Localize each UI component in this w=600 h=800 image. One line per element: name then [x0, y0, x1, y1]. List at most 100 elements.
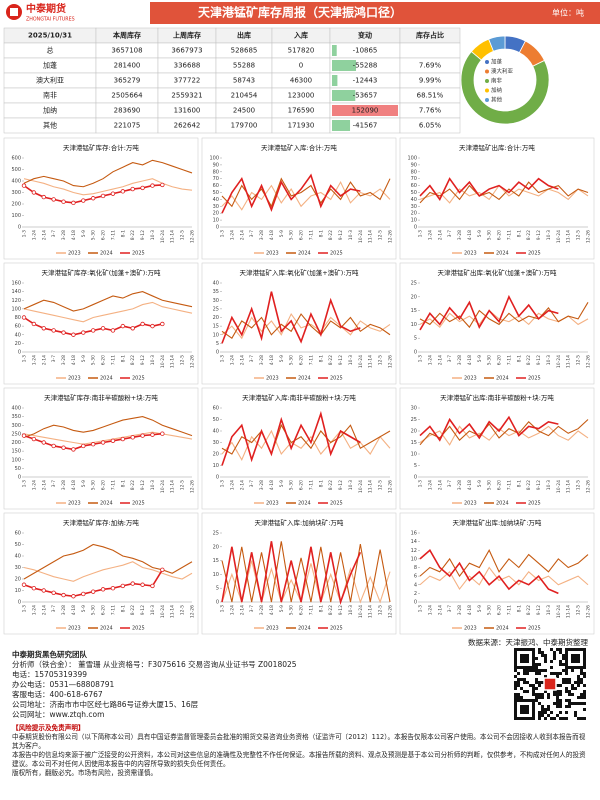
y-tick-label: 40: [213, 281, 219, 287]
table-header: 入库: [293, 31, 308, 40]
legend-label: 2023: [464, 251, 477, 257]
x-tick-label: 12-26: [190, 605, 196, 618]
x-tick-label: 3-7: [51, 230, 57, 237]
qr-module: [535, 672, 538, 675]
contact-block: 中泰期货黑色研究团队 分析师（铁合金）： 董雪珊 从业资格号：F3075616 …: [12, 650, 502, 720]
qr-module: [514, 687, 517, 690]
x-tick-label: 12-5: [576, 355, 582, 365]
disclaimer-paragraph: 中泰期货股份有限公司（以下简称本公司）具有中国证券监督管理委员会批准的期货交易咨…: [12, 733, 586, 750]
x-tick-label: 12-5: [378, 605, 384, 615]
y-tick-label: 0: [18, 225, 21, 231]
series-marker: [110, 438, 116, 443]
series-marker: [61, 330, 66, 335]
series-marker: [31, 190, 37, 195]
x-tick-label: 8-1: [318, 480, 324, 487]
x-tick-label: 5-9: [279, 355, 285, 362]
series-marker: [130, 326, 135, 331]
qr-module: [547, 696, 550, 699]
qr-module: [568, 681, 571, 684]
x-tick-label: 10-3: [150, 605, 156, 615]
series-marker: [41, 588, 46, 593]
series-line: [23, 561, 193, 582]
qr-module: [577, 678, 580, 681]
x-tick-label: 11-14: [170, 480, 176, 493]
series-marker: [21, 582, 27, 587]
series-marker: [150, 583, 155, 589]
qr-module: [571, 687, 574, 690]
x-tick-label: 11-14: [368, 355, 374, 368]
x-tick-label: 1-3: [418, 605, 424, 612]
series-marker: [81, 443, 86, 449]
table-cell-text: 365279: [114, 77, 141, 85]
x-tick-label: 4-18: [71, 355, 77, 365]
table-header: 库存占比: [416, 31, 444, 40]
table-header: 本周库存: [112, 31, 141, 40]
report-graphics: 中泰期货 ZHONGTAI FUTURES 天津港锰矿库存周报（天津振鸿口径） …: [3, 2, 600, 635]
x-tick-label: 8-22: [526, 605, 532, 615]
y-tick-label: 40: [213, 197, 219, 203]
qr-module: [538, 651, 541, 654]
x-tick-label: 3-7: [249, 355, 255, 362]
x-tick-label: 2-14: [239, 480, 245, 490]
change-bar: [332, 105, 398, 116]
chart-panel: [399, 387, 595, 510]
x-tick-label: 10-3: [546, 355, 552, 365]
x-tick-label: 3-28: [259, 480, 265, 490]
series-marker: [61, 592, 66, 598]
y-tick-label: 20: [411, 294, 417, 300]
y-tick-label: 0: [414, 475, 417, 481]
x-tick-label: 3-28: [259, 355, 265, 365]
y-tick-label: 4: [414, 582, 417, 588]
qr-module: [568, 693, 571, 696]
y-tick-label: 35: [213, 289, 219, 295]
qr-module: [544, 669, 547, 672]
qr-module: [568, 678, 571, 681]
series-marker: [21, 315, 27, 320]
x-tick-label: 6-20: [101, 230, 107, 240]
qr-module: [553, 690, 556, 693]
qr-module: [556, 675, 559, 678]
y-tick-label: 20: [411, 429, 417, 435]
qr-logo: [543, 677, 557, 691]
legend-label: 2025: [132, 251, 145, 257]
x-tick-label: 1-3: [22, 355, 28, 362]
x-tick-label: 2-14: [239, 355, 245, 365]
x-tick-label: 3-7: [447, 480, 453, 487]
x-tick-label: 3-7: [447, 355, 453, 362]
y-tick-label: 10: [213, 463, 219, 469]
series-marker: [71, 447, 76, 452]
x-tick-label: 10-24: [160, 355, 166, 368]
qr-module: [574, 702, 577, 705]
qr-module: [538, 648, 541, 651]
qr-module: [532, 693, 535, 696]
y-tick-label: 160: [11, 281, 21, 287]
chart-panel: [3, 262, 199, 385]
series-marker: [110, 586, 116, 591]
x-tick-label: 5-9: [81, 480, 87, 487]
x-tick-label: 11-14: [170, 230, 176, 243]
series-line: [221, 291, 361, 344]
x-tick-label: 7-11: [506, 605, 512, 615]
y-tick-label: 100: [11, 457, 21, 463]
table-cell-text: -41567: [353, 122, 378, 130]
series-line: [419, 425, 589, 446]
qr-module: [559, 672, 562, 675]
qr-module: [559, 717, 562, 720]
qr-module: [559, 693, 562, 696]
qr-module: [523, 681, 526, 684]
qr-module: [538, 702, 541, 705]
y-tick-label: 0: [216, 475, 219, 481]
x-tick-label: 5-30: [487, 480, 493, 490]
x-tick-label: 3-7: [51, 605, 57, 612]
x-tick-label: 4-18: [71, 605, 77, 615]
qr-module: [559, 705, 562, 708]
x-tick-label: 11-14: [368, 230, 374, 243]
x-tick-label: 2-14: [437, 605, 443, 615]
x-tick-label: 3-28: [457, 355, 463, 365]
qr-module: [580, 696, 583, 699]
x-tick-label: 10-3: [348, 605, 354, 615]
series-marker: [150, 183, 155, 188]
x-tick-label: 6-20: [101, 605, 107, 615]
qr-module: [532, 669, 535, 672]
qr-module: [559, 684, 562, 687]
